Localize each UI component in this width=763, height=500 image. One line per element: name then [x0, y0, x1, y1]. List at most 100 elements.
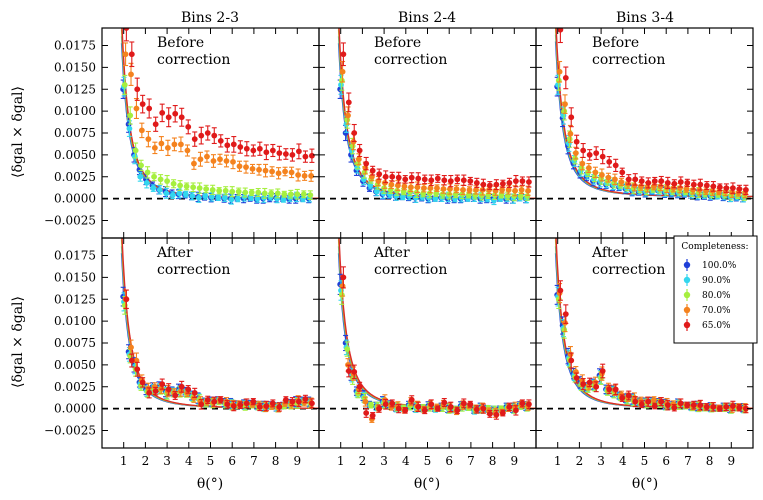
data-point	[146, 105, 153, 112]
data-point	[491, 197, 497, 204]
data-point	[268, 190, 275, 197]
data-point	[159, 381, 166, 388]
data-point	[658, 178, 665, 185]
data-point	[638, 401, 645, 408]
data-point	[165, 114, 172, 121]
data-point	[486, 182, 493, 189]
x-axis-label-3: θ(°)	[632, 476, 658, 492]
data-point	[473, 179, 480, 186]
data-point	[434, 185, 440, 192]
data-point	[139, 101, 146, 108]
y-tick-label: 0.0150	[54, 60, 96, 74]
data-point	[144, 169, 151, 176]
y-tick-label: 0.0150	[54, 270, 96, 284]
data-point	[585, 165, 592, 171]
x-tick-label: 1	[554, 454, 562, 468]
data-point	[146, 389, 153, 396]
data-point	[282, 151, 289, 157]
data-point	[408, 184, 414, 191]
data-point	[441, 399, 448, 406]
data-point	[561, 108, 568, 115]
data-point	[518, 186, 525, 193]
data-point	[355, 156, 362, 163]
data-point	[606, 158, 613, 165]
data-point	[230, 158, 236, 165]
data-point	[134, 86, 141, 93]
data-point	[625, 392, 632, 399]
data-point	[498, 192, 505, 199]
x-tick-label: 6	[228, 454, 236, 468]
y-axis-label-bottom: ⟨δgal × δgal⟩	[10, 296, 26, 388]
data-point	[460, 186, 466, 193]
legend-marker	[683, 321, 691, 329]
data-point	[150, 185, 157, 192]
data-point	[421, 407, 428, 414]
data-point	[710, 403, 717, 410]
legend-label: 90.0%	[702, 276, 731, 286]
data-point	[432, 195, 439, 202]
data-point	[189, 193, 196, 199]
data-point	[567, 130, 574, 137]
data-point	[254, 195, 261, 202]
data-point	[178, 114, 185, 121]
x-tick-label: 1	[337, 454, 345, 468]
data-point	[256, 145, 263, 152]
x-tick-label: 2	[576, 454, 584, 468]
data-point	[235, 188, 242, 195]
data-point	[182, 191, 189, 198]
data-point	[703, 403, 710, 410]
legend-entry: 65.0%	[683, 319, 731, 331]
data-point	[684, 402, 691, 409]
data-point	[243, 164, 249, 171]
data-point	[282, 168, 288, 175]
data-point	[274, 190, 281, 197]
data-point	[512, 187, 518, 194]
data-point	[216, 187, 223, 194]
data-point	[282, 396, 289, 403]
data-point	[619, 169, 626, 176]
data-point	[223, 158, 230, 164]
data-point	[395, 405, 402, 412]
data-point	[499, 186, 505, 193]
data-point	[295, 172, 301, 178]
data-point	[256, 403, 263, 410]
y-tick-label: 0.0100	[54, 314, 96, 328]
data-point	[178, 141, 184, 148]
legend-label: 65.0%	[702, 321, 731, 331]
y-tick-label: 0.0000	[54, 402, 96, 416]
data-point	[460, 400, 467, 407]
data-point	[127, 112, 134, 119]
data-point	[139, 379, 146, 386]
data-point	[743, 405, 749, 412]
data-point	[743, 186, 749, 193]
data-point	[465, 192, 472, 199]
data-point	[697, 402, 704, 409]
legend-entry: 100.0%	[683, 259, 737, 271]
data-point	[269, 147, 276, 154]
data-point	[274, 195, 280, 202]
data-point	[421, 185, 427, 192]
y-tick-label: 0.0175	[54, 249, 96, 263]
data-point	[664, 179, 671, 186]
data-point	[151, 383, 158, 390]
x-tick-label: 7	[250, 454, 258, 468]
annotation-before-line2-3: correction	[592, 52, 665, 68]
annotation-before-line2-1: correction	[157, 52, 230, 68]
data-point	[248, 194, 254, 201]
data-point	[362, 398, 369, 405]
legend-entry: 90.0%	[683, 274, 731, 286]
data-point	[606, 386, 613, 393]
data-point	[229, 188, 236, 195]
data-point	[345, 368, 352, 374]
data-point	[224, 401, 231, 408]
data-point	[123, 28, 130, 31]
data-point	[204, 153, 210, 160]
data-point	[388, 181, 395, 188]
data-point	[382, 401, 389, 408]
data-layer	[102, 28, 753, 423]
data-point	[513, 407, 519, 414]
x-tick-label: 9	[293, 454, 301, 468]
data-point	[137, 173, 144, 180]
data-point	[677, 185, 683, 192]
data-point	[145, 385, 152, 392]
